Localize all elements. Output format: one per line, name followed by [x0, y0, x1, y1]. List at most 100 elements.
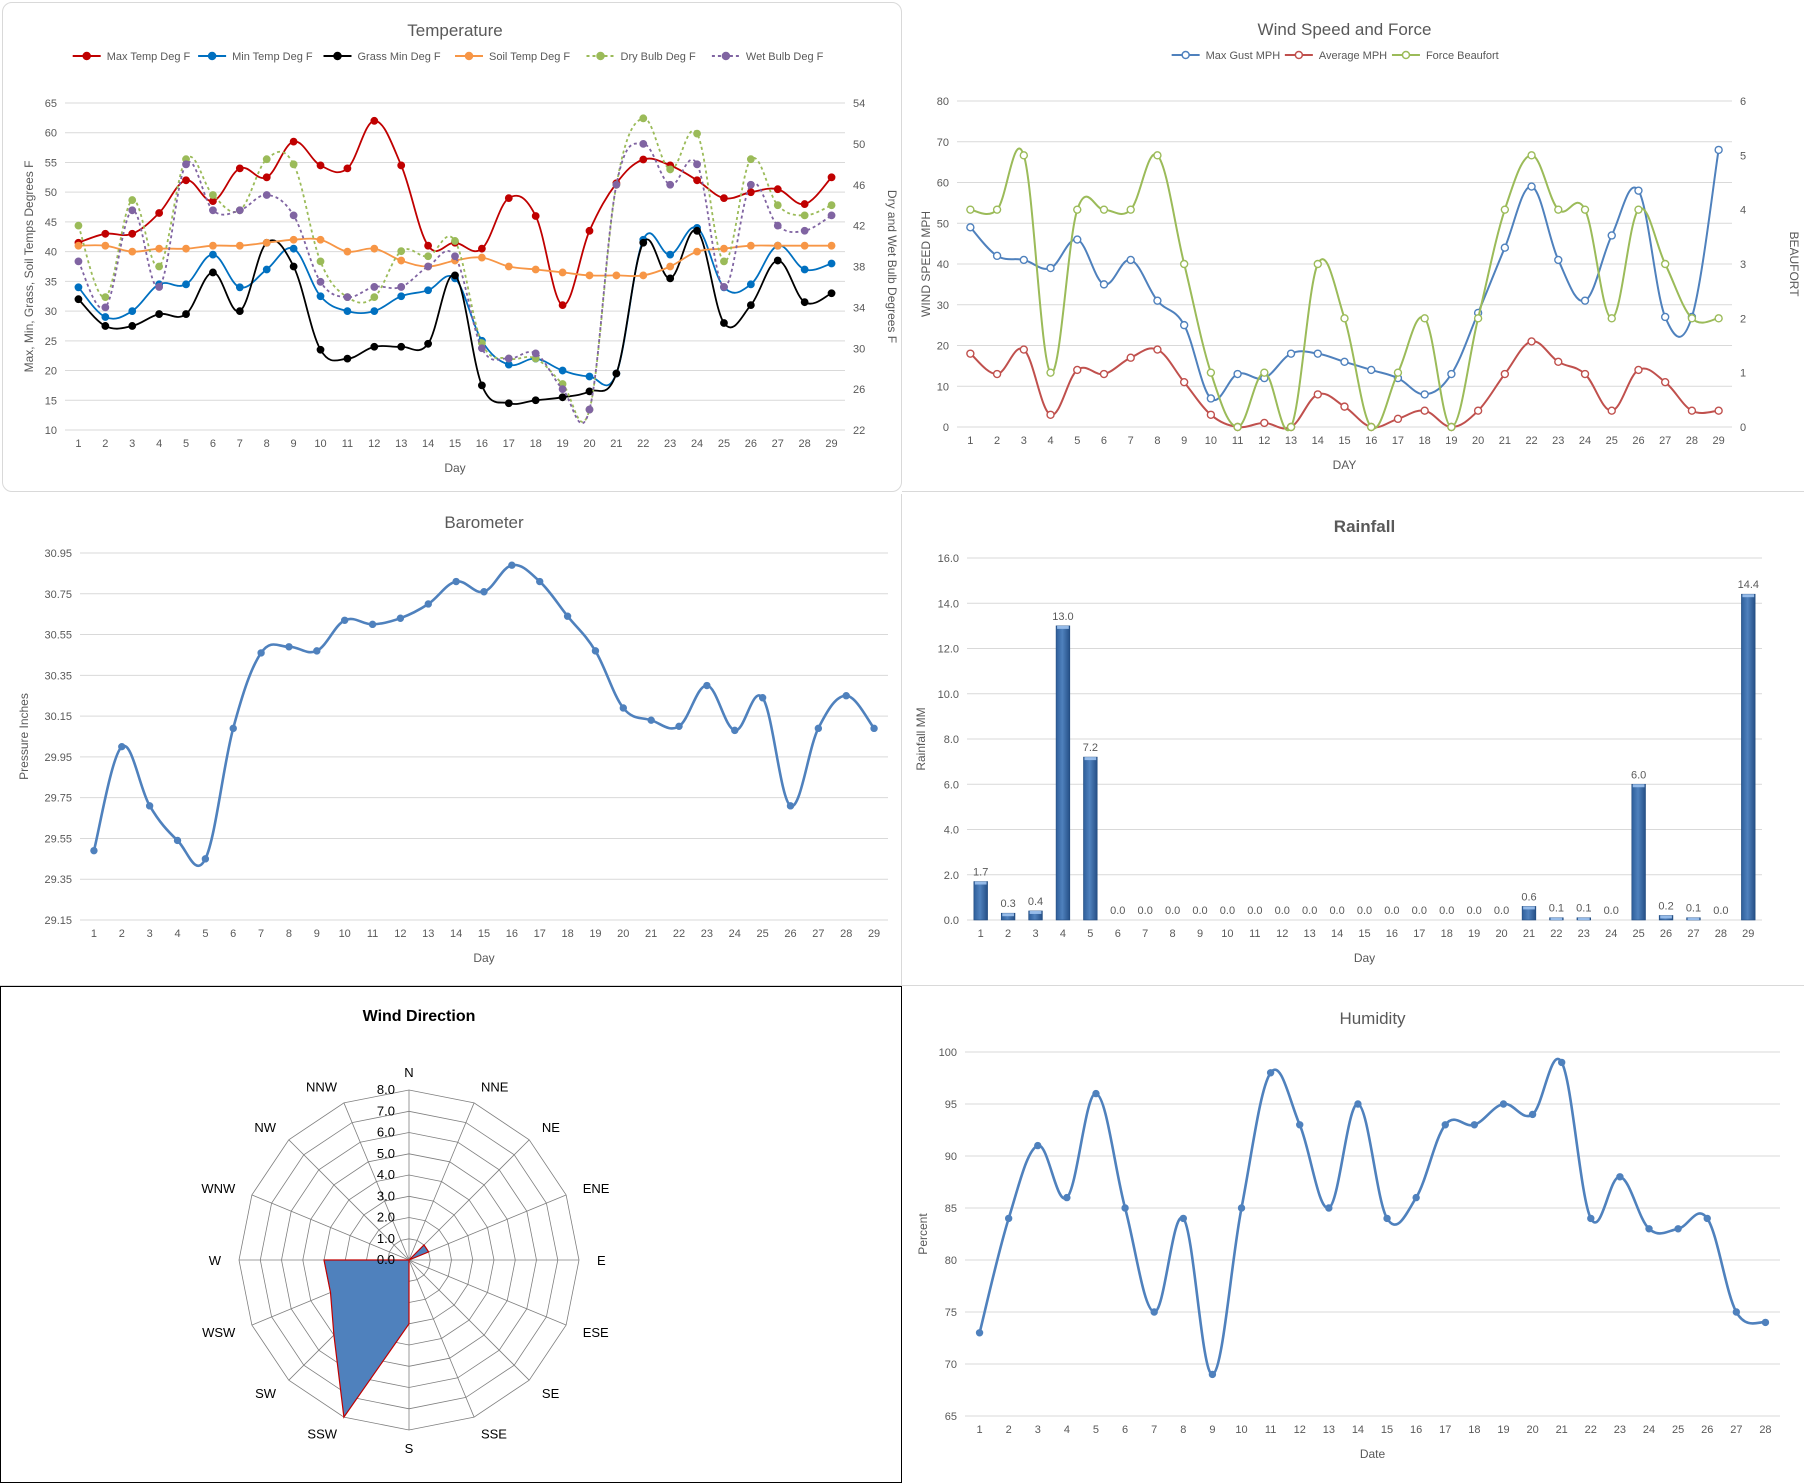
- data-point: [182, 244, 190, 253]
- data-point: [1325, 1204, 1333, 1212]
- data-point: [800, 226, 809, 235]
- y-axis-title: WIND SPEED MPH: [919, 211, 933, 317]
- y-tick-label: 29.55: [44, 833, 72, 845]
- x-tick-label: 13: [1304, 928, 1316, 940]
- legend-marker: [464, 51, 474, 61]
- data-label: 0.0: [1604, 905, 1619, 917]
- x-tick-label: 22: [1525, 435, 1537, 447]
- data-point: [289, 262, 298, 271]
- data-point: [370, 283, 379, 291]
- data-point: [1527, 182, 1536, 191]
- data-point: [758, 694, 767, 702]
- data-point: [262, 265, 271, 274]
- y-tick-label: 40: [937, 259, 949, 271]
- rainfall-chart: Rainfall 0.0 2.0 4.0 6.0 8.0 10.0 12.0 14.0 16.0 1…: [902, 494, 1804, 986]
- data-point: [1367, 365, 1376, 375]
- data-point: [675, 722, 683, 731]
- data-point: [1420, 314, 1429, 323]
- data-point: [720, 194, 728, 203]
- x-tick-label: 27: [1730, 1424, 1742, 1436]
- data-point: [585, 372, 594, 381]
- wind-speed-chart: Wind Speed and Force 0 10 20 30 40 50 60 70 80 0 1 2…: [902, 2, 1804, 492]
- data-point: [508, 561, 516, 569]
- data-point: [101, 241, 110, 250]
- data-point: [1500, 369, 1510, 379]
- y2-tick-label: 3: [1740, 259, 1746, 271]
- x-tick-label: 24: [691, 438, 703, 450]
- x-tick-label: 8: [286, 928, 292, 940]
- radar-spoke: [408, 1259, 567, 1326]
- radar-spoke: [288, 1139, 410, 1261]
- data-point: [235, 241, 244, 250]
- data-point: [1607, 314, 1616, 323]
- x-tick-label: 5: [1074, 435, 1080, 447]
- data-point: [1073, 235, 1082, 244]
- data-point: [1286, 349, 1296, 358]
- x-tick-label: 6: [1101, 435, 1107, 447]
- x-tick-label: 11: [367, 928, 378, 940]
- direction-label: SSE: [481, 1427, 507, 1442]
- x-tick-label: 13: [1323, 1424, 1335, 1436]
- data-point: [647, 716, 655, 724]
- data-point: [1046, 410, 1055, 419]
- y-tick-label: 35: [45, 276, 57, 288]
- x-tick-label: 20: [583, 438, 595, 450]
- data-point: [1607, 406, 1616, 415]
- data-label: 0.0: [1192, 905, 1207, 917]
- x-tick-label: 26: [745, 438, 757, 450]
- data-point: [370, 244, 379, 253]
- x-tick-label: 6: [210, 438, 216, 450]
- x-tick-label: 9: [291, 438, 297, 450]
- data-point: [827, 173, 836, 182]
- data-point: [1313, 390, 1322, 399]
- data-point: [591, 647, 600, 655]
- data-point: [128, 307, 137, 315]
- humidity-chart: Humidity 65 70 75 80 85 90 95 100 1 2 3 4 5 6 7 8 9 10 11 12…: [902, 986, 1804, 1483]
- data-point: [639, 155, 648, 164]
- x-tick-label: 12: [1294, 1424, 1306, 1436]
- x-tick-label: 18: [1441, 928, 1453, 940]
- data-point: [1607, 231, 1616, 240]
- legend-label: Max Temp Deg F: [107, 51, 191, 63]
- data-point: [693, 129, 701, 138]
- data-point: [773, 185, 782, 194]
- radar-data-area: [323, 1244, 430, 1419]
- data-point: [1580, 205, 1590, 214]
- y2-tick-label: 38: [853, 262, 865, 274]
- data-point: [118, 742, 126, 751]
- data-point: [1179, 259, 1189, 269]
- data-point: [746, 241, 755, 250]
- y2-tick-label: 46: [853, 180, 865, 192]
- direction-label: SW: [255, 1386, 277, 1401]
- x-axis-title: Day: [473, 951, 494, 965]
- data-point: [720, 319, 728, 327]
- barometer-chart-svg: Barometer 29.15 29.35 29.55 29.75 29.95 30.15 3…: [17, 513, 888, 965]
- data-point: [182, 280, 190, 289]
- data-point: [827, 211, 836, 220]
- data-point: [235, 307, 244, 315]
- barometer-chart: Barometer 29.15 29.35 29.55 29.75 29.95 30.15 3…: [0, 494, 902, 986]
- y-tick-label: 30.75: [44, 589, 72, 601]
- data-point: [1237, 1204, 1246, 1212]
- x-tick-label: 4: [1064, 1424, 1070, 1436]
- bar-highlight: [1660, 915, 1672, 919]
- bar: [1741, 593, 1756, 921]
- radar-spoke: [408, 1102, 475, 1261]
- data-point: [182, 310, 190, 318]
- data-point: [703, 681, 711, 690]
- bar-highlight: [1029, 910, 1042, 914]
- x-tick-label: 7: [237, 438, 243, 450]
- x-tick-label: 20: [1495, 928, 1507, 940]
- x-tick-label: 7: [1128, 435, 1134, 447]
- y-tick-label: 30: [937, 300, 949, 312]
- data-point: [229, 724, 237, 733]
- y-axis-title: Max, Min, Grass, Soil Temps Degrees F: [22, 161, 36, 373]
- radar-spoke: [408, 1259, 475, 1418]
- data-point: [235, 283, 244, 292]
- data-point: [155, 310, 164, 318]
- x-tick-label: 2: [1005, 928, 1011, 940]
- x-tick-label: 4: [1060, 928, 1066, 940]
- data-point: [558, 301, 567, 310]
- direction-label: WSW: [202, 1325, 236, 1340]
